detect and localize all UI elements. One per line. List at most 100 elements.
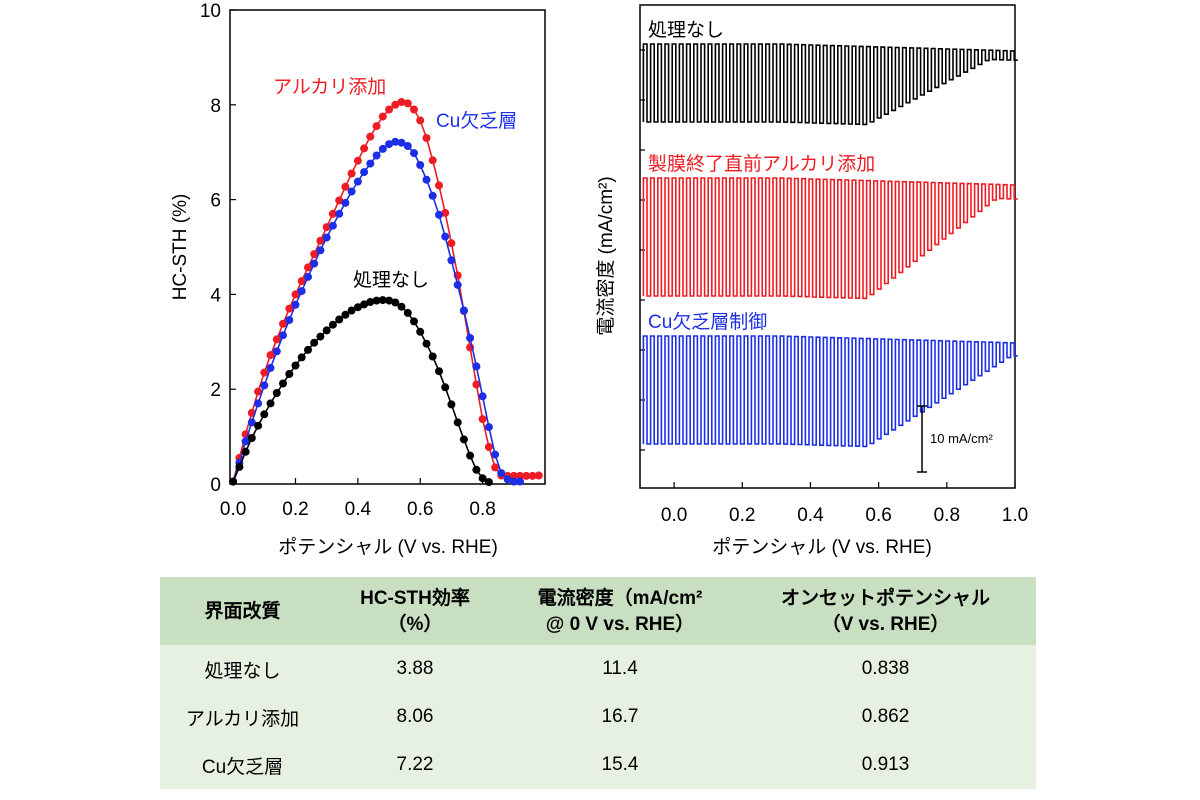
data-point (497, 469, 506, 478)
data-point (341, 182, 350, 191)
data-point (391, 100, 400, 109)
data-point (304, 345, 312, 354)
right-x-tick-label: 0.6 (865, 505, 891, 526)
header-interface-modification: 界面改質 (204, 601, 281, 622)
data-point (347, 169, 356, 178)
right-traces-group (642, 43, 1018, 448)
left-series-group (229, 98, 543, 487)
data-point (328, 209, 337, 218)
right-x-tick-label: 0.4 (797, 505, 824, 526)
data-point (416, 327, 425, 336)
data-point (316, 236, 325, 245)
data-point (472, 362, 481, 371)
data-point (335, 209, 344, 218)
data-point (447, 239, 456, 248)
data-point (254, 399, 263, 408)
data-point (235, 462, 244, 471)
left-y-tick-label: 10 (200, 1, 221, 22)
left-x-tick-label: 0.8 (469, 499, 495, 520)
data-point (272, 347, 281, 356)
data-point (279, 319, 287, 328)
data-point (422, 175, 431, 184)
data-point (503, 475, 512, 484)
data-point (410, 149, 418, 158)
data-point (335, 196, 344, 205)
data-point (297, 277, 306, 286)
data-point (410, 105, 418, 114)
data-point (291, 300, 300, 309)
data-point (260, 381, 269, 390)
data-point (441, 383, 450, 392)
data-point (266, 351, 275, 360)
cell-current: 16.7 (601, 706, 639, 727)
data-point (484, 443, 493, 451)
data-point (385, 105, 394, 114)
right-x-axis-label: ポテンシャル (V vs. RHE) (712, 536, 932, 558)
data-point (335, 315, 344, 324)
data-point (372, 122, 381, 131)
data-point (416, 161, 425, 169)
data-point (397, 138, 406, 147)
cell-onset: 0.913 (861, 754, 910, 775)
data-point (322, 223, 331, 232)
header-onset-potential: オンセットポテンシャル （V vs. RHE） (780, 588, 990, 635)
data-point (447, 400, 456, 409)
trace-1 (642, 177, 1018, 300)
data-point (484, 423, 493, 432)
right-axis-ticks: 0.0 0.2 0.4 0.6 0.8 1.0 (640, 49, 1028, 526)
data-point (391, 137, 400, 146)
left-x-tick-label: 0.6 (407, 499, 433, 520)
data-point (397, 98, 406, 106)
scale-bar-label: 10 mA/cm² (930, 431, 994, 446)
trace-0 (642, 43, 1018, 126)
data-point (522, 471, 531, 480)
left-y-tick-label: 4 (210, 285, 221, 306)
left-chart: 0.0 0.2 0.4 0.6 0.8 0 2 4 6 8 10 HC-STH (%) ポテンシャル… (170, 1, 546, 558)
cell-onset: 0.838 (861, 658, 910, 679)
data-point (353, 303, 362, 312)
cell-sth: 8.06 (396, 706, 434, 727)
data-point (272, 335, 281, 344)
left-y-tick-label: 8 (210, 96, 221, 117)
data-point (279, 379, 287, 388)
cell-sth: 7.22 (396, 754, 434, 775)
trace-label-untreated: 処理なし (648, 19, 724, 41)
data-point (316, 246, 325, 255)
data-point (285, 304, 294, 313)
data-point (366, 298, 375, 306)
data-point (328, 320, 337, 329)
left-plot-frame (229, 9, 546, 485)
data-point (534, 471, 543, 480)
left-y-tick-label: 2 (210, 380, 221, 401)
results-table: 界面改質 HC-STH効率 （%） 電流密度（mA/cm² @ 0 V vs. RH… (160, 577, 1036, 789)
data-point (397, 302, 406, 311)
data-point (478, 415, 487, 424)
table-header-row: 界面改質 HC-STH効率 （%） 電流密度（mA/cm² @ 0 V vs. RH… (160, 577, 1036, 645)
data-point (272, 389, 281, 397)
series-line-1 (232, 140, 520, 483)
data-point (322, 233, 331, 242)
trace-label-alkali: 製膜終了直前アルカリ添加 (648, 153, 875, 175)
data-point (285, 316, 294, 324)
data-point (310, 250, 319, 259)
data-point (266, 363, 275, 372)
data-point (247, 418, 256, 427)
data-point (316, 332, 325, 341)
data-point (472, 465, 481, 474)
cell-sth: 3.88 (396, 658, 434, 679)
series-line-0 (232, 101, 539, 482)
data-point (403, 308, 412, 317)
data-point (428, 191, 437, 200)
data-point (260, 368, 269, 377)
data-point (459, 306, 468, 315)
data-point (428, 352, 437, 361)
series-line-2 (232, 299, 490, 483)
data-point (347, 187, 356, 196)
data-point (528, 471, 537, 480)
data-point (353, 177, 362, 186)
right-chart: 0.0 0.2 0.4 0.6 0.8 1.0 電流密度 (mA/cm²) ポテンシャル … (595, 4, 1028, 558)
data-point (403, 99, 412, 108)
data-point (484, 478, 493, 487)
data-point (441, 232, 450, 241)
data-point (459, 435, 468, 444)
